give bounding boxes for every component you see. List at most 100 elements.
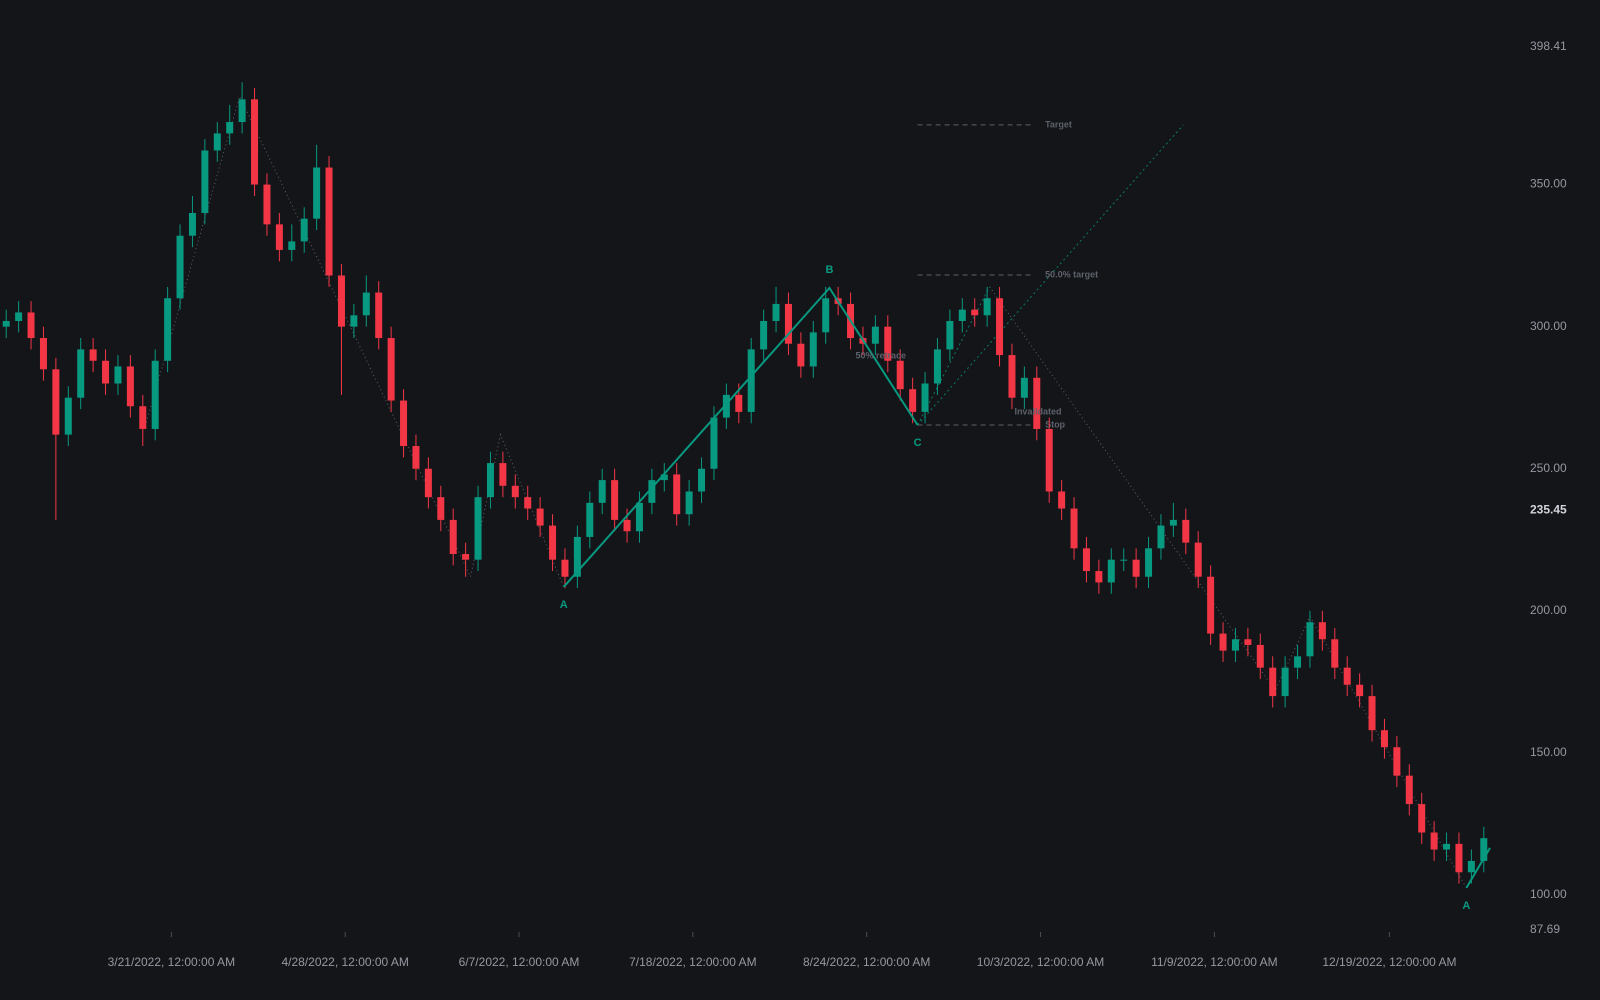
candle-body xyxy=(1095,571,1103,583)
candle-body xyxy=(1231,639,1239,651)
candle-body xyxy=(151,360,159,429)
candle-body xyxy=(685,491,693,515)
y-tick-label: 150.00 xyxy=(1530,745,1567,759)
candle-body xyxy=(201,150,209,213)
candle-body xyxy=(598,480,606,503)
candle-body xyxy=(549,525,557,560)
candle-body xyxy=(437,497,445,520)
candle-body xyxy=(1356,684,1364,697)
candle-body xyxy=(77,349,85,398)
candle-body xyxy=(1380,730,1388,748)
candle-body xyxy=(263,184,271,225)
x-tick-label: 7/18/2022, 12:00:00 AM xyxy=(629,955,756,969)
candle-body xyxy=(1443,843,1451,850)
y-tick-label: 398.41 xyxy=(1530,39,1567,53)
candle-body xyxy=(1207,576,1215,634)
projection-line xyxy=(917,124,1184,426)
candle-body xyxy=(722,394,730,418)
candle-body xyxy=(89,349,97,361)
wave-label: C xyxy=(914,437,922,449)
candle-body xyxy=(39,338,47,370)
candle-body xyxy=(1008,355,1016,398)
candle-body xyxy=(300,218,308,242)
candle-body xyxy=(772,303,780,321)
candle-body xyxy=(1219,633,1227,651)
x-tick-label: 6/7/2022, 12:00:00 AM xyxy=(459,955,580,969)
candle-body xyxy=(1244,639,1252,645)
candle-body xyxy=(536,508,544,526)
candle-body xyxy=(1070,508,1078,549)
candle-body xyxy=(176,235,184,299)
candle-body xyxy=(673,474,681,515)
candle-body xyxy=(660,474,668,481)
candle-body xyxy=(226,122,234,134)
candle-body xyxy=(747,349,755,412)
x-tick-label: 11/9/2022, 12:00:00 AM xyxy=(1151,955,1278,969)
level-label: Stop xyxy=(1045,419,1065,429)
candle-body xyxy=(400,400,408,447)
candle-body xyxy=(499,463,507,486)
candle-body xyxy=(1157,525,1165,549)
wave-label: A xyxy=(1462,900,1470,912)
candle-body xyxy=(2,320,10,327)
candle-body xyxy=(524,497,532,509)
x-tick-label: 3/21/2022, 12:00:00 AM xyxy=(108,955,235,969)
candle-body xyxy=(784,303,792,344)
candle-body xyxy=(1269,667,1277,697)
candle-body xyxy=(275,224,283,250)
candle-body xyxy=(52,369,60,435)
wave-label: A xyxy=(560,599,568,611)
candle-body xyxy=(251,99,259,185)
candle-body xyxy=(896,360,904,390)
candle-body xyxy=(921,383,929,412)
candle-body xyxy=(735,394,743,412)
candle-body xyxy=(1281,667,1289,697)
candle-body xyxy=(188,212,196,236)
candle-body xyxy=(1058,491,1066,509)
candle-body xyxy=(1169,519,1177,526)
candle-body xyxy=(586,502,594,537)
candle-body xyxy=(1430,832,1438,850)
candle-body xyxy=(362,292,370,316)
candle-body xyxy=(648,480,656,503)
candle-body xyxy=(313,167,321,219)
candle-body xyxy=(114,366,122,384)
candle-body xyxy=(1145,548,1153,577)
candle-body xyxy=(933,349,941,384)
last-price-label: 235.45 xyxy=(1530,502,1567,516)
candle-body xyxy=(126,366,134,407)
y-tick-label: 300.00 xyxy=(1530,319,1567,333)
candle-body xyxy=(449,519,457,555)
candle-body xyxy=(325,167,333,276)
candle-body xyxy=(462,554,470,560)
candle-body xyxy=(884,326,892,361)
candle-body xyxy=(1033,377,1041,429)
candle-body xyxy=(1418,804,1426,833)
candle-body xyxy=(1182,519,1190,543)
candle-body xyxy=(412,446,420,469)
candle-body xyxy=(213,133,221,151)
candle-body xyxy=(1405,775,1413,805)
candle-body xyxy=(387,338,395,401)
annotation: 50% retrace xyxy=(856,350,907,360)
candle-body xyxy=(350,315,358,327)
candle-body xyxy=(27,312,35,339)
candle-body xyxy=(486,463,494,498)
candle-body xyxy=(474,497,482,560)
wave-line xyxy=(562,286,919,588)
annotation: Invalidated xyxy=(1014,406,1061,416)
candle-body xyxy=(1368,696,1376,731)
candle-body xyxy=(1256,644,1264,668)
x-tick-label: 10/3/2022, 12:00:00 AM xyxy=(977,955,1104,969)
candle-body xyxy=(983,298,991,316)
level-label: 50.0% target xyxy=(1045,269,1098,279)
candle-body xyxy=(424,468,432,498)
candle-body xyxy=(635,502,643,532)
candle-body xyxy=(1318,622,1326,640)
candle-body xyxy=(1194,542,1202,577)
candle-body xyxy=(1132,559,1140,577)
candle-body xyxy=(573,536,581,577)
candle-body xyxy=(375,292,383,339)
candle-body xyxy=(710,417,718,469)
